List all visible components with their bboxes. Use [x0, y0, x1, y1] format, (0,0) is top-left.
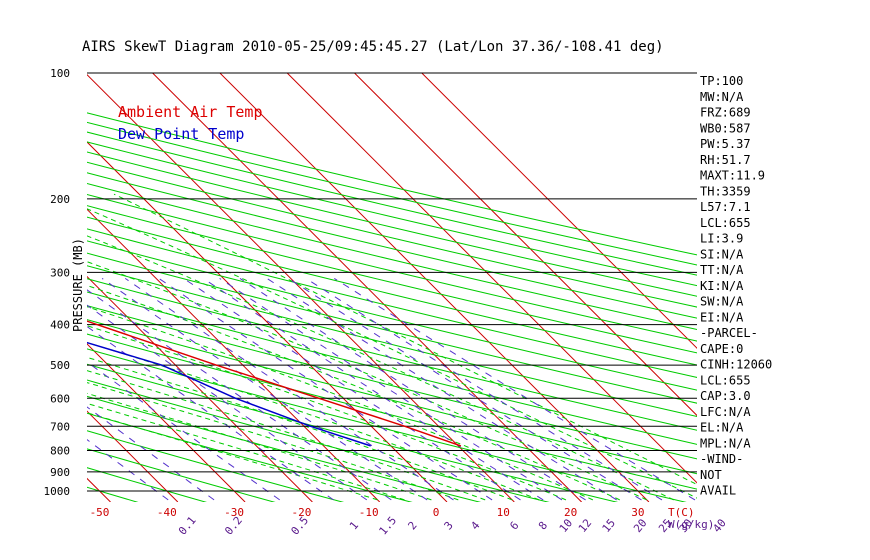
index-value: RH:51.7	[700, 153, 751, 167]
index-value: FRZ:689	[700, 106, 751, 120]
pressure-tick-label: 600	[50, 392, 70, 405]
mixing-ratio-tick-label: 10	[557, 516, 575, 535]
index-value: EI:N/A	[700, 310, 744, 324]
pressure-tick-label: 700	[50, 420, 70, 433]
pressure-tick-label: 400	[50, 319, 70, 332]
mixing-ratio-tick-label: 3	[442, 519, 456, 532]
mixing-ratio-line	[203, 278, 543, 500]
pressure-tick-label: 1000	[44, 485, 71, 498]
index-value: SI:N/A	[700, 247, 744, 261]
index-value: TH:3359	[700, 184, 751, 198]
legend-dew-point-temp: Dew Point Temp	[118, 125, 244, 143]
legend-ambient-air-temp: Ambient Air Temp	[118, 103, 263, 121]
dry-adiabat-line	[0, 71, 3, 503]
index-value: CAP:3.0	[700, 389, 751, 403]
mixing-ratio-tick-label: 8	[536, 519, 550, 532]
chart-title: AIRS SkewT Diagram 2010-05-25/09:45:45.2…	[82, 39, 664, 55]
index-value: WB0:587	[700, 121, 751, 135]
pressure-tick-label: 900	[50, 466, 70, 479]
mixing-ratio-tick-label: 4	[468, 519, 482, 533]
index-value: LCL:655	[700, 373, 751, 387]
pressure-tick-label: 300	[50, 266, 70, 279]
mixing-ratio-tick-label: 1.5	[376, 514, 399, 538]
index-value: SW:N/A	[700, 295, 744, 309]
mixing-ratio-line	[0, 278, 280, 500]
bottom-temp-tick-label: 20	[564, 506, 577, 519]
index-value: LI:3.9	[700, 232, 743, 246]
pressure-tick-label: 200	[50, 193, 70, 206]
pressure-tick-label: 800	[50, 444, 70, 457]
bottom-temp-tick-label: -10	[359, 506, 379, 519]
dry-adiabat-line	[0, 71, 72, 503]
stability-indices-panel: TP:100 MW:N/A FRZ:689WB0:587 PW:5.37 RH:51.7…	[700, 74, 772, 498]
index-value: MW:N/A	[700, 90, 744, 104]
index-value: AVAIL	[700, 484, 736, 498]
isotherm-line	[287, 73, 716, 502]
index-value: CINH:12060	[700, 358, 772, 372]
mixing-ratio-tick-label: 0.1	[176, 514, 199, 538]
index-value: -WIND-	[700, 452, 743, 466]
index-value: TP:100	[700, 74, 743, 88]
index-value: LFC:N/A	[700, 405, 751, 419]
mixing-ratio-unit-label: W(g/kg)	[668, 518, 714, 531]
bottom-temp-tick-label: -50	[90, 506, 110, 519]
bottom-temp-tick-label: 0	[433, 506, 440, 519]
index-value: PW:5.37	[700, 137, 751, 151]
mixing-ratio-tick-label: 15	[600, 516, 618, 535]
pressure-tick-label: 100	[50, 67, 70, 80]
index-value: MPL:N/A	[700, 436, 751, 450]
index-value: NOT	[700, 468, 722, 482]
index-value: L57:7.1	[700, 200, 751, 214]
pressure-tick-label: 500	[50, 359, 70, 372]
index-value: -PARCEL-	[700, 326, 758, 340]
mixing-ratio-line	[159, 278, 492, 500]
mixing-ratio-line	[306, 278, 662, 500]
bottom-temp-tick-label: -40	[157, 506, 177, 519]
isotherm-line	[0, 73, 43, 502]
mixing-ratio-tick-label: 6	[507, 519, 521, 532]
index-value: TT:N/A	[700, 263, 744, 277]
moist-adiabat-line	[53, 194, 701, 500]
mixing-ratio-tick-label: 12	[576, 516, 594, 535]
mixing-ratio-line	[102, 278, 427, 500]
mixing-ratio-tick-label: 1	[347, 519, 361, 532]
index-value: MAXT:11.9	[700, 169, 765, 183]
index-value: LCL:655	[700, 216, 751, 230]
bottom-temp-tick-label: 10	[497, 506, 510, 519]
index-value: KI:N/A	[700, 279, 744, 293]
y-axis-label: PRESSURE (MB)	[71, 238, 85, 332]
isotherm-line	[220, 73, 649, 502]
mixing-ratio-line	[0, 278, 214, 500]
mixing-ratio-tick-label: 2	[405, 519, 419, 532]
index-value: CAPE:0	[700, 342, 743, 356]
mixing-ratio-tick-label: 20	[631, 516, 649, 535]
index-value: EL:N/A	[700, 421, 744, 435]
